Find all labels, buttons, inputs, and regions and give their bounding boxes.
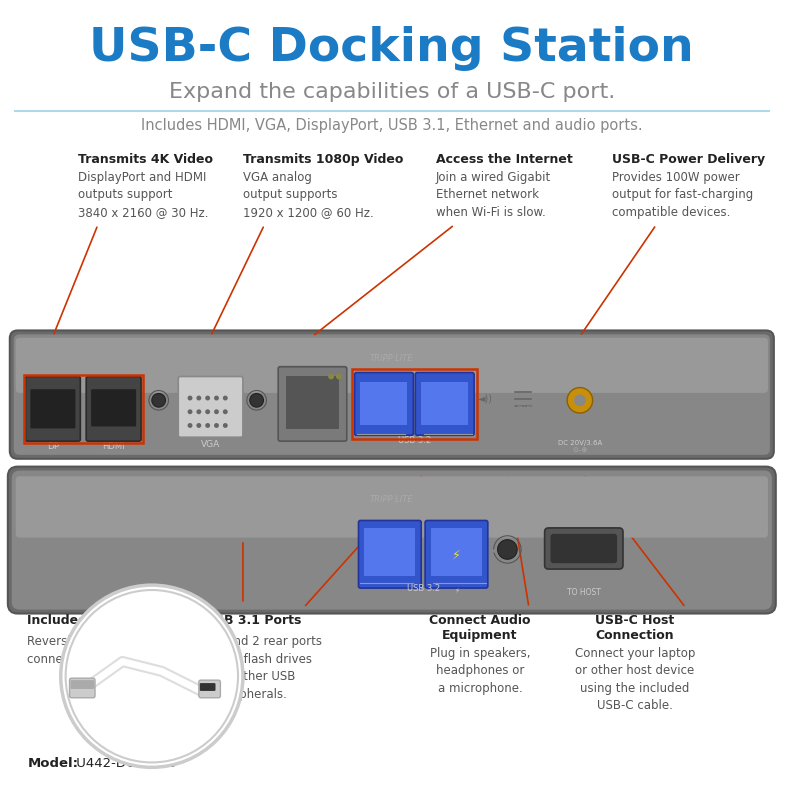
Circle shape (574, 394, 586, 406)
Text: USB 3.1 Ports: USB 3.1 Ports (205, 614, 301, 626)
Text: ⚡: ⚡ (454, 588, 459, 594)
Circle shape (152, 394, 166, 407)
Text: ◄)): ◄)) (478, 394, 494, 403)
Text: TO HOST: TO HOST (567, 588, 601, 597)
Text: USB 3.2: USB 3.2 (398, 436, 431, 446)
Bar (23, 374, 143, 443)
Circle shape (61, 585, 243, 767)
Text: VGA analog
output supports
1920 x 1200 @ 60 Hz.: VGA analog output supports 1920 x 1200 @… (243, 170, 374, 218)
Circle shape (250, 394, 263, 407)
FancyBboxPatch shape (70, 680, 94, 689)
Circle shape (206, 410, 210, 414)
Circle shape (214, 423, 219, 428)
FancyBboxPatch shape (16, 476, 768, 538)
FancyBboxPatch shape (178, 377, 243, 438)
Circle shape (567, 387, 593, 413)
FancyBboxPatch shape (8, 466, 776, 614)
Bar (361, 382, 407, 426)
Circle shape (187, 395, 193, 401)
FancyBboxPatch shape (16, 338, 768, 393)
Bar (421, 382, 468, 426)
Text: Provides 100W power
output for fast-charging
compatible devices.: Provides 100W power output for fast-char… (612, 170, 754, 218)
Text: TRIPP·LITE: TRIPP·LITE (370, 495, 414, 504)
Circle shape (328, 374, 334, 379)
FancyBboxPatch shape (354, 373, 414, 435)
Text: ⚡: ⚡ (452, 548, 461, 562)
Text: U442-DOCK4-S: U442-DOCK4-S (73, 758, 176, 770)
Bar (286, 377, 339, 430)
FancyBboxPatch shape (415, 373, 474, 435)
Text: HDMI: HDMI (102, 442, 125, 451)
Text: USB-C Host
Connection: USB-C Host Connection (595, 614, 674, 642)
Text: USB 3.2: USB 3.2 (406, 584, 440, 593)
FancyBboxPatch shape (199, 680, 220, 698)
Text: ⊙–⊕: ⊙–⊕ (572, 447, 587, 453)
FancyBboxPatch shape (14, 334, 770, 455)
Text: TRIPP·LITE: TRIPP·LITE (370, 354, 414, 363)
Circle shape (223, 395, 228, 401)
Text: Model:: Model: (27, 758, 78, 770)
Text: Connect your laptop
or other host device
using the included
USB-C cable.: Connect your laptop or other host device… (574, 647, 695, 712)
Text: USB-C Docking Station: USB-C Docking Station (90, 26, 694, 71)
FancyBboxPatch shape (70, 678, 95, 698)
Circle shape (196, 423, 202, 428)
Text: VGA: VGA (201, 440, 220, 449)
Circle shape (336, 374, 342, 379)
Circle shape (214, 395, 219, 401)
FancyBboxPatch shape (10, 330, 774, 458)
Text: Access the Internet: Access the Internet (436, 153, 573, 166)
Text: DisplayPort and HDMI
outputs support
3840 x 2160 @ 30 Hz.: DisplayPort and HDMI outputs support 384… (78, 170, 209, 218)
Text: Reversible USB-C plugs
connect in either direction.: Reversible USB-C plugs connect in either… (27, 635, 187, 666)
Bar (364, 528, 415, 576)
FancyBboxPatch shape (30, 390, 75, 429)
Circle shape (187, 423, 193, 428)
Text: USB-C Power Delivery: USB-C Power Delivery (612, 153, 766, 166)
Text: DC 20V/3.6A: DC 20V/3.6A (558, 440, 602, 446)
Bar (352, 369, 477, 439)
FancyBboxPatch shape (425, 521, 488, 588)
Circle shape (223, 410, 228, 414)
Text: DATA/
CHARGE: DATA/ CHARGE (507, 402, 539, 422)
Text: Expand the capabilities of a USB-C port.: Expand the capabilities of a USB-C port. (169, 82, 615, 102)
Text: Includes HDMI, VGA, DisplayPort, USB 3.1, Ethernet and audio ports.: Includes HDMI, VGA, DisplayPort, USB 3.1… (141, 118, 642, 133)
Text: Join a wired Gigabit
Ethernet network
when Wi-Fi is slow.: Join a wired Gigabit Ethernet network wh… (436, 170, 551, 218)
Text: 2 front and 2 rear ports
connect flash drives
and other USB
peripherals.: 2 front and 2 rear ports connect flash d… (183, 635, 322, 701)
FancyBboxPatch shape (12, 470, 772, 610)
Text: Transmits 4K Video: Transmits 4K Video (78, 153, 214, 166)
Circle shape (187, 410, 193, 414)
Circle shape (66, 590, 238, 762)
Bar (431, 528, 482, 576)
FancyBboxPatch shape (91, 390, 136, 426)
Circle shape (206, 395, 210, 401)
FancyBboxPatch shape (278, 366, 346, 441)
Circle shape (196, 395, 202, 401)
Circle shape (196, 410, 202, 414)
FancyBboxPatch shape (200, 683, 215, 691)
Text: Connect Audio
Equipment: Connect Audio Equipment (430, 614, 530, 642)
FancyBboxPatch shape (550, 534, 617, 563)
Circle shape (498, 540, 517, 559)
FancyBboxPatch shape (358, 521, 421, 588)
FancyBboxPatch shape (545, 528, 623, 569)
Circle shape (214, 410, 219, 414)
FancyBboxPatch shape (86, 377, 141, 441)
Circle shape (223, 423, 228, 428)
Text: Transmits 1080p Video: Transmits 1080p Video (243, 153, 403, 166)
Text: ◄: ◄ (489, 545, 495, 554)
Text: Included USB-C Cable: Included USB-C Cable (27, 614, 178, 626)
FancyBboxPatch shape (26, 377, 80, 441)
Text: DP: DP (46, 442, 59, 451)
Text: Plug in speakers,
headphones or
a microphone.: Plug in speakers, headphones or a microp… (430, 647, 530, 695)
Circle shape (206, 423, 210, 428)
